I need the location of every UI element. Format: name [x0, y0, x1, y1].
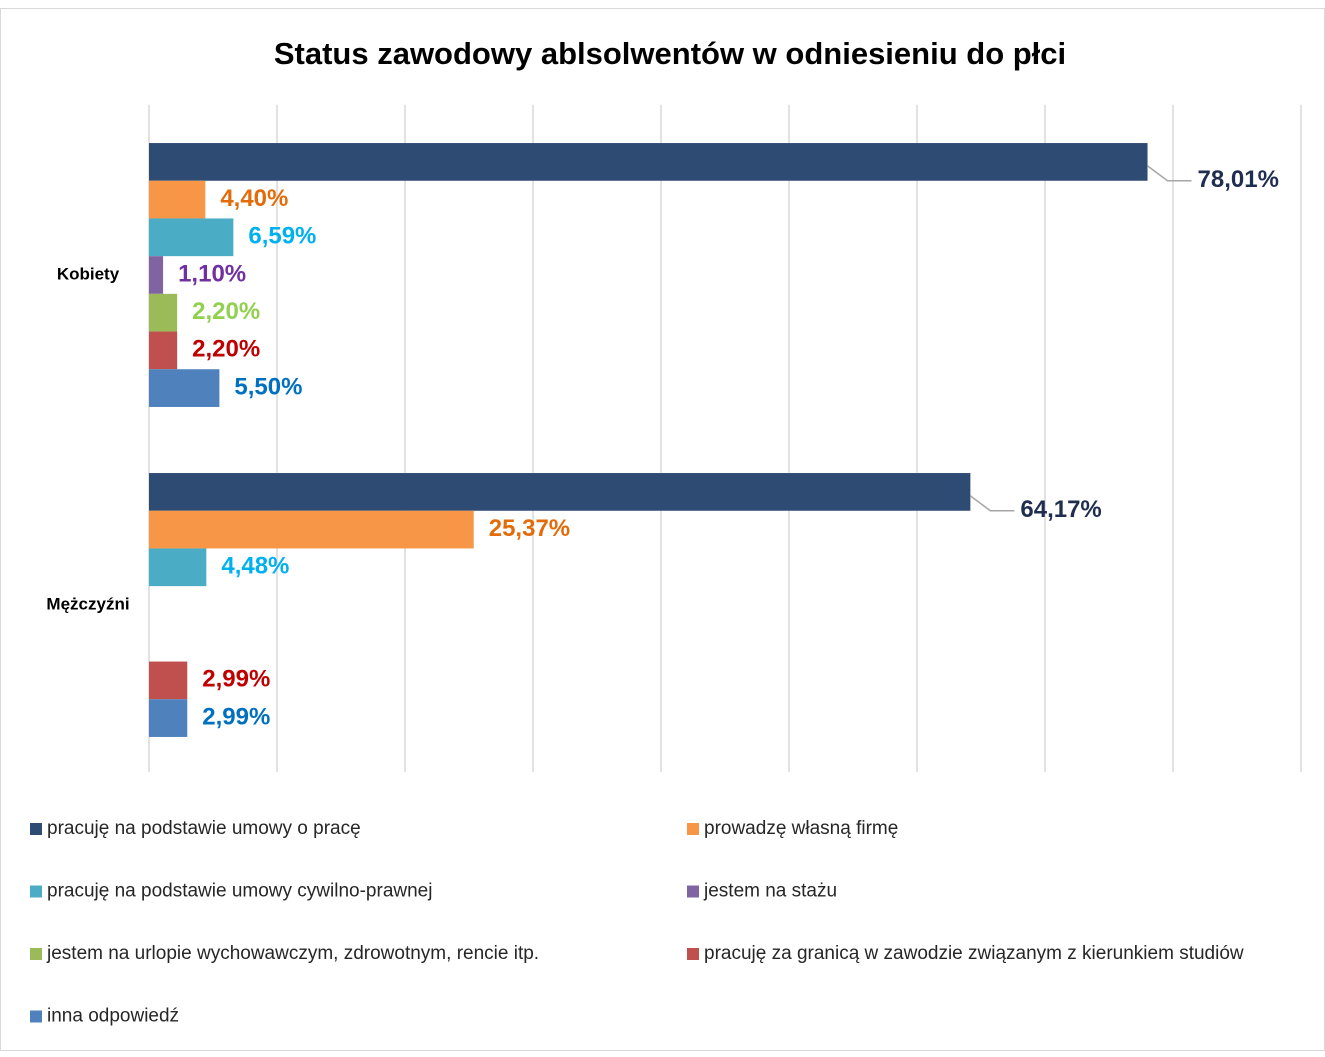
bar	[149, 218, 234, 257]
legend-label: pracuję na podstawie umowy o pracę	[47, 818, 361, 839]
legend-label: jestem na urlopie wychowawczym, zdrowotn…	[46, 943, 539, 964]
bar	[149, 256, 164, 294]
bar	[149, 548, 207, 587]
y-tick-label: Mężczyźni	[46, 594, 129, 613]
legend-label: prowadzę własną firmę	[704, 818, 898, 839]
legend-swatch	[687, 948, 699, 960]
legend-swatch	[687, 885, 699, 898]
data-label: 5,50%	[234, 373, 302, 400]
legend-swatch	[30, 823, 42, 835]
data-label: 25,37%	[489, 515, 570, 542]
data-label: 2,99%	[202, 666, 270, 693]
legend-label: inna odpowiedź	[47, 1006, 179, 1027]
data-label: 6,59%	[248, 223, 316, 250]
data-label: 78,01%	[1198, 166, 1279, 193]
bar	[149, 293, 178, 332]
legend-label: pracuję za granicą w zawodzie związanym …	[704, 943, 1244, 964]
data-label: 4,40%	[220, 185, 288, 212]
bar	[149, 180, 206, 219]
legend-swatch	[30, 1010, 42, 1023]
data-label: 64,17%	[1020, 496, 1101, 523]
data-label: 2,20%	[192, 298, 260, 325]
leader-line	[969, 495, 1015, 512]
bar	[149, 473, 971, 511]
y-tick-label: Kobiety	[57, 264, 120, 283]
legend-label: pracuję na podstawie umowy cywilno-prawn…	[47, 881, 432, 902]
legend-swatch	[30, 885, 42, 898]
legend-swatch	[30, 948, 42, 960]
data-label: 2,99%	[202, 703, 270, 730]
bar	[149, 661, 188, 700]
bar	[149, 143, 1148, 181]
chart-title: Status zawodowy ablsolwentów w odniesien…	[274, 36, 1066, 71]
bar	[149, 331, 178, 370]
data-label: 1,10%	[178, 260, 246, 287]
bar	[149, 510, 474, 549]
data-label: 2,20%	[192, 336, 260, 363]
bar	[149, 369, 220, 407]
data-label: 4,48%	[221, 553, 289, 580]
legend-swatch	[687, 823, 699, 835]
leader-line	[1147, 165, 1192, 182]
legend-label: jestem na stażu	[703, 881, 837, 902]
bar	[149, 699, 188, 737]
